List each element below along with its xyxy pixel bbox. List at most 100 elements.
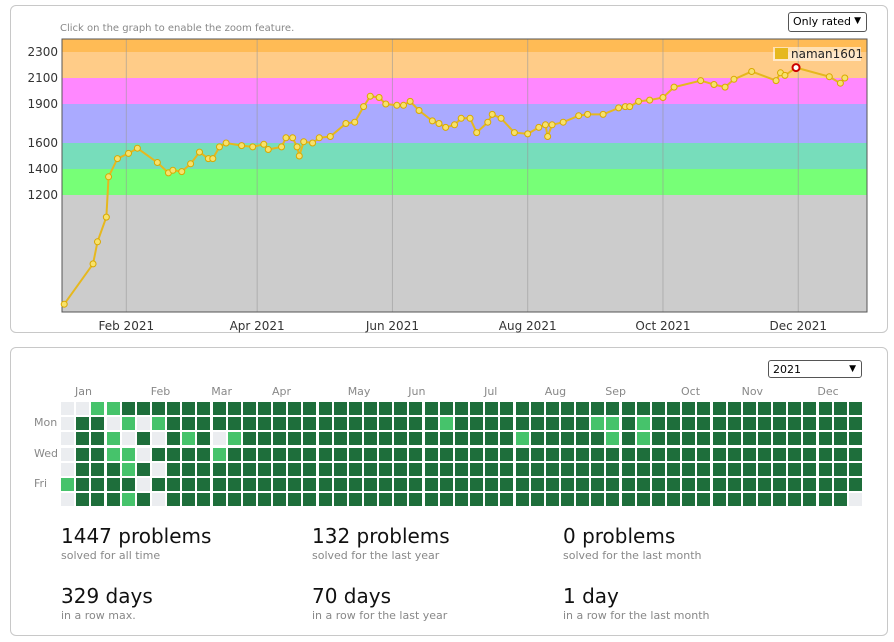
heatmap-cell[interactable] [273,417,287,431]
heatmap-cell[interactable] [182,402,196,415]
heatmap-cell[interactable] [667,477,680,491]
heatmap-cell[interactable] [394,462,408,476]
heatmap-cell[interactable] [712,447,726,461]
heatmap-cell[interactable] [621,492,635,506]
heatmap-cell[interactable] [742,462,756,476]
heatmap-cell[interactable] [833,462,847,476]
heatmap-cell[interactable] [394,417,408,431]
heatmap-cell[interactable] [136,492,150,506]
heatmap-cell[interactable] [364,432,377,446]
heatmap-cell[interactable] [606,432,620,446]
heatmap-cell[interactable] [303,402,317,415]
heatmap-cell[interactable] [136,432,150,446]
heatmap-cell[interactable] [712,492,726,506]
heatmap-cell[interactable] [606,477,620,491]
heatmap-cell[interactable] [318,462,332,476]
heatmap-cell[interactable] [712,402,726,415]
heatmap-cell[interactable] [727,447,741,461]
heatmap-cell[interactable] [409,462,423,476]
heatmap-cell[interactable] [379,477,393,491]
heatmap-cell[interactable] [394,402,408,415]
heatmap-cell[interactable] [848,492,862,506]
heatmap-cell[interactable] [621,402,635,415]
heatmap-cell[interactable] [348,402,362,415]
heatmap-cell[interactable] [258,492,271,506]
heatmap-cell[interactable] [848,477,862,491]
heatmap-cell[interactable] [61,417,74,431]
heatmap-cell[interactable] [379,402,393,415]
heatmap-cell[interactable] [561,477,574,491]
heatmap-cell[interactable] [333,402,347,415]
heatmap-cell[interactable] [182,432,196,446]
heatmap-cell[interactable] [258,477,271,491]
heatmap-cell[interactable] [818,432,832,446]
heatmap-cell[interactable] [409,432,423,446]
heatmap-cell[interactable] [727,477,741,491]
heatmap-cell[interactable] [151,462,165,476]
heatmap-cell[interactable] [212,447,226,461]
heatmap-cell[interactable] [606,492,620,506]
heatmap-cell[interactable] [515,432,529,446]
heatmap-cell[interactable] [303,477,317,491]
heatmap-cell[interactable] [61,492,74,506]
heatmap-cell[interactable] [621,477,635,491]
heatmap-cell[interactable] [788,417,802,431]
heatmap-cell[interactable] [333,417,347,431]
heatmap-cell[interactable] [833,417,847,431]
heatmap-cell[interactable] [258,402,271,415]
heatmap-cell[interactable] [591,447,605,461]
heatmap-cell[interactable] [439,462,453,476]
heatmap-cell[interactable] [682,432,696,446]
heatmap-cell[interactable] [454,432,468,446]
heatmap-cell[interactable] [76,417,90,431]
heatmap-cell[interactable] [303,417,317,431]
heatmap-cell[interactable] [530,402,544,415]
heatmap-cell[interactable] [394,477,408,491]
heatmap-cell[interactable] [545,447,559,461]
heatmap-cell[interactable] [303,492,317,506]
heatmap-cell[interactable] [667,432,680,446]
heatmap-cell[interactable] [394,432,408,446]
heatmap-cell[interactable] [318,402,332,415]
heatmap-cell[interactable] [500,447,514,461]
heatmap-cell[interactable] [621,432,635,446]
heatmap-cell[interactable] [273,447,287,461]
heatmap-cell[interactable] [576,477,590,491]
heatmap-cell[interactable] [348,462,362,476]
heatmap-cell[interactable] [500,492,514,506]
heatmap-cell[interactable] [485,402,499,415]
heatmap-cell[interactable] [515,447,529,461]
heatmap-cell[interactable] [833,432,847,446]
heatmap-cell[interactable] [242,447,256,461]
heatmap-cell[interactable] [227,462,241,476]
heatmap-cell[interactable] [379,462,393,476]
heatmap-cell[interactable] [61,447,74,461]
heatmap-cell[interactable] [470,462,484,476]
heatmap-cell[interactable] [530,477,544,491]
heatmap-cell[interactable] [773,477,787,491]
heatmap-cell[interactable] [106,402,120,415]
heatmap-cell[interactable] [606,417,620,431]
heatmap-cell[interactable] [697,417,711,431]
heatmap-cell[interactable] [803,417,817,431]
heatmap-cell[interactable] [515,462,529,476]
heatmap-cell[interactable] [485,477,499,491]
heatmap-cell[interactable] [182,492,196,506]
heatmap-cell[interactable] [227,492,241,506]
heatmap-cell[interactable] [561,417,574,431]
heatmap-cell[interactable] [106,477,120,491]
heatmap-cell[interactable] [651,432,665,446]
heatmap-cell[interactable] [76,447,90,461]
heatmap-cell[interactable] [606,462,620,476]
heatmap-cell[interactable] [288,462,302,476]
heatmap-cell[interactable] [151,432,165,446]
heatmap-cell[interactable] [515,417,529,431]
heatmap-cell[interactable] [106,417,120,431]
heatmap-cell[interactable] [530,462,544,476]
heatmap-cell[interactable] [424,417,438,431]
heatmap-cell[interactable] [757,477,771,491]
rating-chart[interactable]: Feb 2021 Apr 2021 Jun 2021 Aug 2021 Oct 2021… [11,6,889,334]
heatmap-cell[interactable] [454,417,468,431]
heatmap-cell[interactable] [424,402,438,415]
heatmap-cell[interactable] [530,447,544,461]
